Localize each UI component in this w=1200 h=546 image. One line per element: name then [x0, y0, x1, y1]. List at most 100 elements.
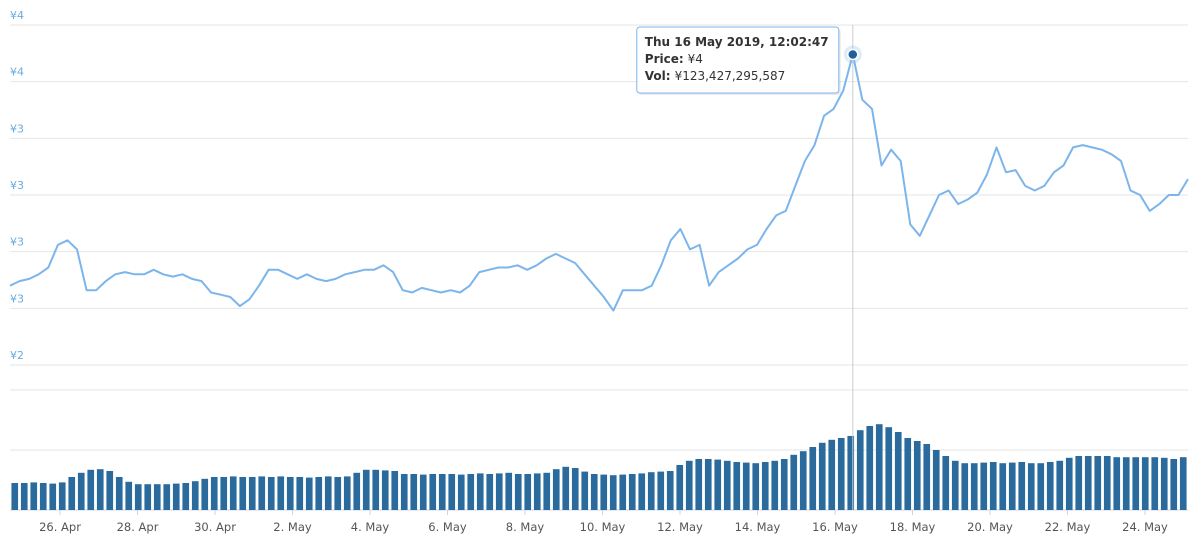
volume-bar [524, 474, 532, 510]
volume-bar [296, 477, 304, 510]
volume-bar [172, 483, 180, 510]
x-tick-label: 14. May [735, 520, 781, 534]
volume-bar [353, 472, 361, 510]
volume-bar [438, 474, 446, 510]
volume-bar [666, 471, 674, 510]
volume-bar [391, 471, 399, 510]
volume-bar [210, 477, 218, 510]
volume-bar [866, 426, 874, 510]
volume-bar [400, 474, 408, 510]
volume-bar [58, 482, 66, 510]
y-tick-label: ¥3 [10, 236, 24, 249]
volume-bar [1160, 457, 1168, 510]
volume-bar [790, 454, 798, 510]
volume-bar [999, 463, 1007, 510]
tooltip-box [636, 26, 840, 94]
volume-bar [239, 477, 247, 510]
volume-bar [324, 476, 332, 510]
volume-bar [343, 476, 351, 510]
volume-bar [96, 469, 104, 510]
volume-bar [220, 477, 228, 510]
volume-bar [1170, 459, 1178, 510]
x-tick-label: 8. May [506, 520, 545, 534]
x-tick-label: 12. May [657, 520, 703, 534]
volume-bar [638, 473, 646, 510]
volume-bar [961, 463, 969, 510]
volume-bar [457, 474, 465, 510]
volume-bar [780, 459, 788, 510]
volume-bar [562, 466, 570, 510]
volume-bar [1103, 456, 1111, 510]
volume-bar [942, 456, 950, 510]
volume-bar [809, 447, 817, 510]
volume-bar [486, 474, 494, 510]
volume-bar [894, 432, 902, 510]
x-tick-label: 28. Apr [117, 520, 159, 534]
volume-bar [305, 477, 313, 510]
volume-bar [134, 484, 142, 510]
volume-bar [657, 471, 665, 510]
volume-bar [1056, 460, 1064, 510]
volume-bar [1132, 457, 1140, 510]
y-tick-label: ¥3 [10, 122, 24, 135]
volume-bar [1065, 457, 1073, 510]
volume-bar [1027, 463, 1035, 510]
x-tick-label: 20. May [967, 520, 1013, 534]
volume-bar [144, 484, 152, 510]
volume-bar [39, 483, 47, 510]
volume-bar [752, 463, 760, 510]
volume-bar [856, 430, 864, 510]
x-tick-label: 24. May [1122, 520, 1168, 534]
volume-bar [676, 465, 684, 510]
x-tick-label: 26. Apr [39, 520, 81, 534]
volume-bar [68, 477, 76, 510]
volume-bar [153, 484, 161, 510]
volume-bar [742, 462, 750, 510]
volume-bar [248, 477, 256, 510]
volume-bar [115, 477, 123, 510]
tooltip-title: Thu 16 May 2019, 12:02:47 [645, 35, 829, 49]
volume-bar [980, 462, 988, 510]
volume-bar [799, 451, 807, 510]
volume-bar [476, 473, 484, 510]
volume-bar [429, 474, 437, 510]
volume-bar [571, 468, 579, 510]
volume-bar [77, 472, 85, 510]
volume-bar [1037, 463, 1045, 510]
x-tick-label: 18. May [890, 520, 936, 534]
volume-bar [1075, 456, 1083, 510]
volume-bar [733, 462, 741, 510]
volume-bar [609, 475, 617, 510]
volume-bar [989, 462, 997, 510]
volume-bar [704, 459, 712, 510]
y-tick-label: ¥3 [10, 179, 24, 192]
volume-bar [106, 471, 114, 510]
x-tick-label: 22. May [1045, 520, 1091, 534]
volume-bar [1179, 457, 1187, 510]
volume-bar [1122, 457, 1130, 510]
volume-bar [970, 463, 978, 510]
volume-bar [163, 484, 171, 510]
volume-bar [1113, 457, 1121, 510]
volume-bar [381, 470, 389, 510]
volume-bar [1018, 462, 1026, 510]
volume-bar [885, 427, 893, 510]
x-tick-label: 6. May [428, 520, 467, 534]
volume-bar [1151, 457, 1159, 510]
volume-bar [448, 474, 456, 510]
volume-bar [362, 469, 370, 510]
volume-bar [875, 424, 883, 510]
tooltip-volume-label: Vol: [645, 69, 671, 83]
volume-bar [286, 477, 294, 510]
tooltip-price-label: Price: [645, 52, 684, 66]
volume-bar [514, 474, 522, 510]
volume-bar [419, 474, 427, 510]
volume-bar [495, 473, 503, 510]
volume-bar [685, 460, 693, 510]
y-tick-label: ¥4 [10, 9, 24, 22]
volume-bar [543, 472, 551, 510]
volume-bar [11, 483, 19, 510]
tooltip-volume-row: Vol: ¥123,427,295,587 [645, 69, 786, 83]
x-tick-label: 2. May [273, 520, 312, 534]
